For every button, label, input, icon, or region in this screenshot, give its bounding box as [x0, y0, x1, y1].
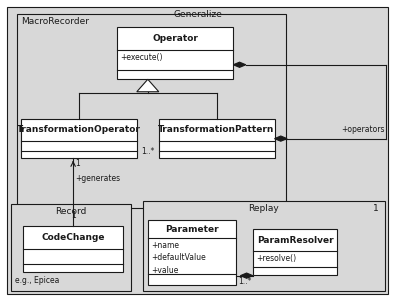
Text: +value: +value — [151, 266, 179, 275]
Text: Record: Record — [56, 207, 87, 216]
Text: +generates: +generates — [75, 174, 120, 183]
Text: +defaultValue: +defaultValue — [151, 253, 206, 262]
Bar — [148, 220, 236, 285]
Bar — [17, 14, 286, 208]
Text: 1: 1 — [373, 204, 379, 213]
Bar — [21, 119, 137, 158]
Polygon shape — [137, 79, 159, 92]
Text: CodeChange: CodeChange — [41, 233, 105, 242]
Text: +resolve(): +resolve() — [256, 254, 296, 263]
Polygon shape — [240, 273, 253, 278]
Text: +name: +name — [151, 241, 179, 250]
Text: 1..*: 1..* — [141, 148, 154, 156]
Text: Generalize: Generalize — [173, 10, 222, 18]
Bar — [23, 226, 123, 272]
Text: 1: 1 — [71, 211, 75, 220]
Text: Operator: Operator — [152, 34, 198, 43]
Text: 1..*: 1..* — [238, 277, 252, 286]
Polygon shape — [233, 62, 246, 67]
Text: MacroRecorder: MacroRecorder — [21, 17, 89, 26]
Text: +operators: +operators — [341, 125, 385, 134]
Text: 1: 1 — [75, 159, 80, 168]
Bar — [118, 27, 233, 79]
Bar — [11, 204, 131, 291]
Text: TransformationOperator: TransformationOperator — [17, 125, 141, 134]
Text: Replay: Replay — [249, 204, 279, 213]
Text: +execute(): +execute() — [120, 53, 163, 62]
Bar — [158, 119, 274, 158]
Bar — [143, 201, 385, 291]
Bar — [253, 229, 337, 275]
Text: ParamResolver: ParamResolver — [257, 236, 333, 245]
Polygon shape — [274, 136, 287, 141]
Text: Parameter: Parameter — [166, 225, 219, 234]
Text: e.g., Epicea: e.g., Epicea — [15, 277, 60, 285]
Text: TransformationPattern: TransformationPattern — [158, 125, 275, 134]
